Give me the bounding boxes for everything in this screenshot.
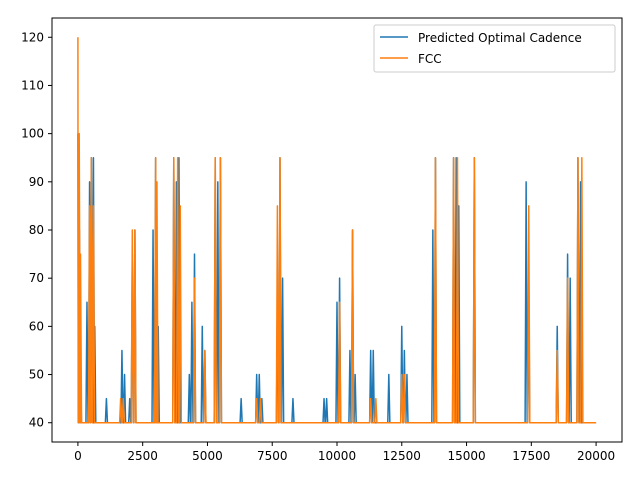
x-tick-label: 12500 <box>383 449 421 463</box>
y-tick-label: 110 <box>21 78 44 92</box>
legend-label-predicted: Predicted Optimal Cadence <box>418 31 582 45</box>
y-tick-label: 120 <box>21 30 44 44</box>
y-tick-label: 50 <box>29 368 44 382</box>
y-tick-label: 80 <box>29 223 44 237</box>
y-tick-label: 60 <box>29 319 44 333</box>
y-tick-label: 70 <box>29 271 44 285</box>
legend-label-fcc: FCC <box>418 52 442 66</box>
plot-lines <box>77 37 597 424</box>
x-tick-label: 5000 <box>192 449 223 463</box>
x-tick-label: 10000 <box>318 449 356 463</box>
x-tick-label: 2500 <box>127 449 158 463</box>
legend-frame <box>373 24 616 73</box>
x-tick-label: 7500 <box>257 449 288 463</box>
x-tick-label: 20000 <box>577 449 615 463</box>
x-tick-label: 0 <box>74 449 82 463</box>
x-tick-label: 17500 <box>512 449 550 463</box>
y-tick-label: 100 <box>21 127 44 141</box>
x-axis: 0 2500 5000 7500 10000 12500 15000 17500 20000 <box>74 442 615 463</box>
series-line-fcc <box>77 37 597 424</box>
y-axis: 40 50 60 70 80 90 100 110 120 <box>21 30 52 430</box>
x-tick-label: 15000 <box>447 449 485 463</box>
legend: Predicted Optimal Cadence FCC <box>373 24 616 73</box>
y-tick-label: 40 <box>29 416 44 430</box>
y-tick-label: 90 <box>29 175 44 189</box>
